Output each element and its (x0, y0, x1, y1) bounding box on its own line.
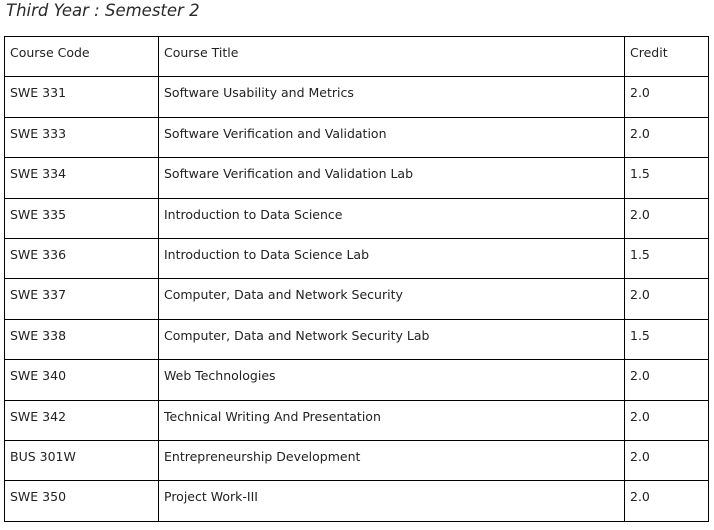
course-code-cell: SWE 337 (4, 278, 159, 320)
header-credit: Credit (624, 35, 709, 78)
table-row: SWE 333 Software Verification and Valida… (4, 116, 709, 159)
course-title-cell: Computer, Data and Network Security (158, 278, 625, 320)
course-title-cell: Entrepreneurship Development (158, 439, 625, 482)
course-credit-cell: 2.0 (624, 197, 709, 239)
course-credit-cell: 2.0 (624, 278, 709, 320)
header-course-title: Course Title (158, 35, 625, 78)
table-row: SWE 336 Introduction to Data Science Lab… (4, 237, 709, 280)
course-credit-cell: 2.0 (624, 480, 709, 522)
course-code-cell: SWE 335 (4, 197, 159, 239)
course-title-cell: Technical Writing And Presentation (158, 399, 625, 441)
course-title-cell: Project Work-III (158, 480, 625, 522)
course-title-cell: Software Usability and Metrics (158, 76, 625, 118)
course-title-cell: Software Verification and Validation Lab (158, 157, 625, 199)
table-row: SWE 331 Software Usability and Metrics 2… (4, 76, 709, 118)
course-credit-cell: 1.5 (624, 237, 709, 280)
course-credit-cell: 2.0 (624, 359, 709, 401)
header-course-code: Course Code (4, 35, 159, 78)
course-code-cell: SWE 334 (4, 157, 159, 199)
table-row: SWE 350 Project Work-III 2.0 (4, 480, 709, 522)
course-title-cell: Introduction to Data Science (158, 197, 625, 239)
table-row: SWE 338 Computer, Data and Network Secur… (4, 318, 709, 361)
course-code-cell: SWE 336 (4, 237, 159, 280)
course-table: Course Code Course Title Credit SWE 331 … (4, 35, 709, 522)
course-credit-cell: 1.5 (624, 318, 709, 361)
table-row: SWE 340 Web Technologies 2.0 (4, 359, 709, 401)
table-header-row: Course Code Course Title Credit (4, 35, 709, 78)
table-row: SWE 334 Software Verification and Valida… (4, 157, 709, 199)
course-code-cell: SWE 350 (4, 480, 159, 522)
table-row: SWE 342 Technical Writing And Presentati… (4, 399, 709, 441)
course-code-cell: BUS 301W (4, 439, 159, 482)
course-code-cell: SWE 340 (4, 359, 159, 401)
course-credit-cell: 2.0 (624, 399, 709, 441)
course-credit-cell: 2.0 (624, 439, 709, 482)
course-credit-cell: 2.0 (624, 76, 709, 118)
semester-heading: Third Year : Semester 2 (6, 1, 200, 20)
course-credit-cell: 1.5 (624, 157, 709, 199)
course-credit-cell: 2.0 (624, 116, 709, 159)
course-title-cell: Computer, Data and Network Security Lab (158, 318, 625, 361)
course-code-cell: SWE 338 (4, 318, 159, 361)
course-title-cell: Introduction to Data Science Lab (158, 237, 625, 280)
table-row: SWE 337 Computer, Data and Network Secur… (4, 278, 709, 320)
course-title-cell: Web Technologies (158, 359, 625, 401)
table-row: SWE 335 Introduction to Data Science 2.0 (4, 197, 709, 239)
course-title-cell: Software Verification and Validation (158, 116, 625, 159)
course-code-cell: SWE 342 (4, 399, 159, 441)
table-row: BUS 301W Entrepreneurship Development 2.… (4, 439, 709, 482)
course-code-cell: SWE 331 (4, 76, 159, 118)
course-code-cell: SWE 333 (4, 116, 159, 159)
